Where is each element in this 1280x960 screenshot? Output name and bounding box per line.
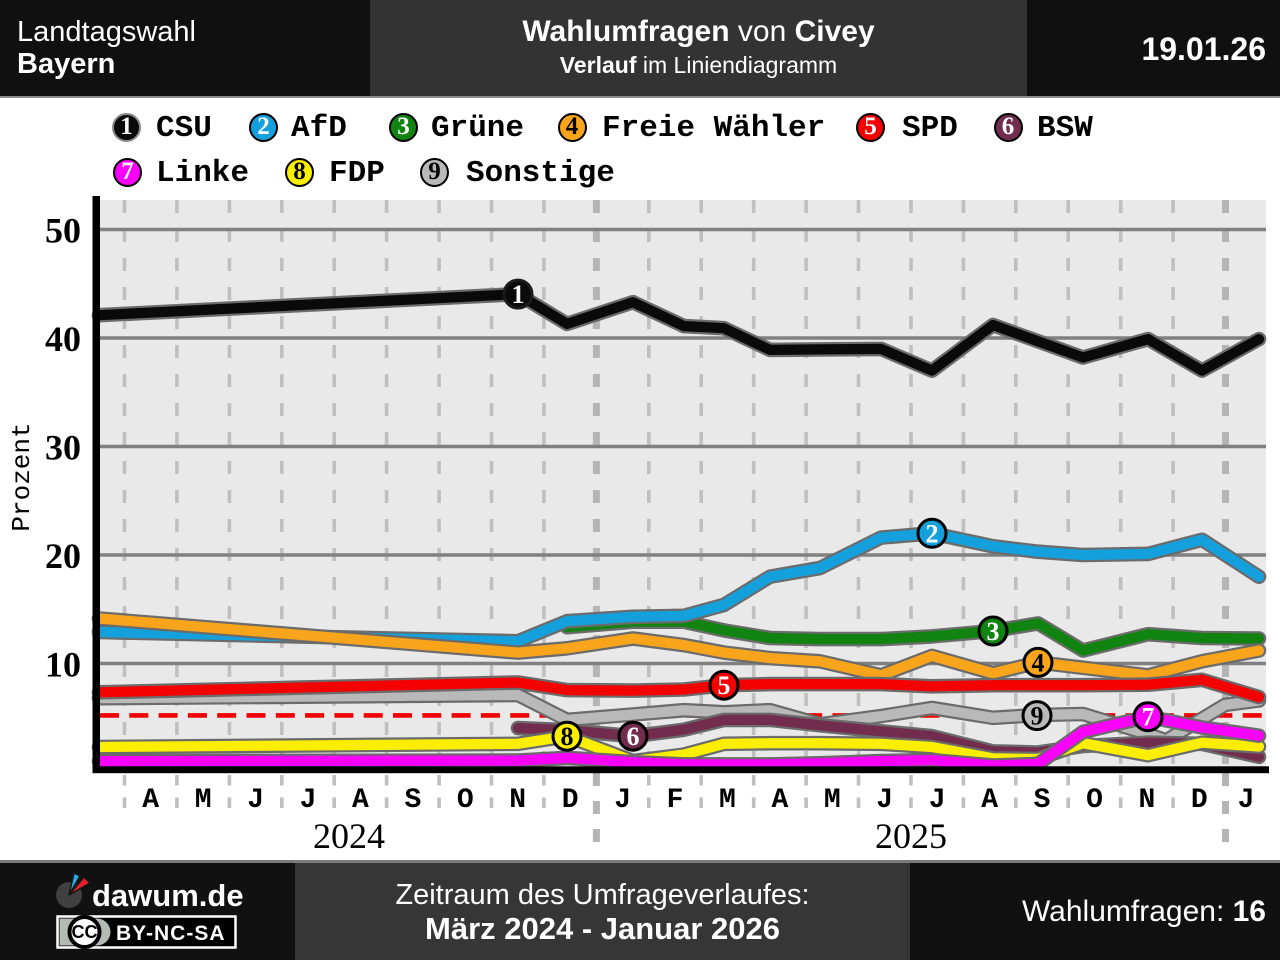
svg-text:N: N	[509, 785, 526, 816]
svg-text:2: 2	[926, 519, 939, 548]
svg-text:F: F	[667, 785, 684, 816]
svg-text:2025: 2025	[875, 816, 947, 856]
svg-text:10: 10	[45, 645, 81, 685]
svg-text:J: J	[1238, 785, 1255, 816]
svg-text:A: A	[352, 785, 369, 816]
svg-text:50: 50	[45, 211, 81, 251]
svg-text:3: 3	[987, 617, 1000, 646]
svg-text:J: J	[929, 785, 946, 816]
svg-text:BY-NC-SA: BY-NC-SA	[116, 922, 226, 945]
svg-text:J: J	[247, 785, 264, 816]
svg-text:8: 8	[561, 722, 574, 751]
svg-text:S: S	[404, 785, 421, 816]
svg-text:D: D	[1191, 785, 1208, 816]
svg-text:40: 40	[45, 319, 81, 359]
svg-text:9: 9	[1031, 702, 1044, 731]
svg-text:M: M	[719, 785, 736, 816]
svg-text:O: O	[457, 785, 474, 816]
svg-text:J: J	[614, 785, 631, 816]
svg-text:dawum.de: dawum.de	[92, 878, 244, 913]
svg-text:O: O	[1086, 785, 1103, 816]
svg-text:5: 5	[718, 671, 731, 700]
svg-text:A: A	[771, 785, 788, 816]
svg-text:N: N	[1138, 785, 1155, 816]
svg-text:A: A	[142, 785, 159, 816]
svg-text:Prozent: Prozent	[7, 422, 37, 531]
svg-text:7: 7	[1142, 703, 1155, 732]
svg-text:6: 6	[627, 722, 640, 751]
svg-text:J: J	[300, 785, 317, 816]
svg-text:20: 20	[45, 536, 81, 576]
svg-text:4: 4	[1032, 648, 1045, 677]
svg-text:CC: CC	[72, 922, 98, 942]
svg-text:D: D	[562, 785, 579, 816]
svg-text:1: 1	[512, 280, 525, 309]
svg-text:M: M	[195, 785, 212, 816]
svg-text:S: S	[1034, 785, 1051, 816]
svg-text:30: 30	[45, 428, 81, 468]
svg-text:M: M	[824, 785, 841, 816]
svg-text:2024: 2024	[313, 816, 385, 856]
svg-text:A: A	[981, 785, 998, 816]
svg-text:J: J	[876, 785, 893, 816]
